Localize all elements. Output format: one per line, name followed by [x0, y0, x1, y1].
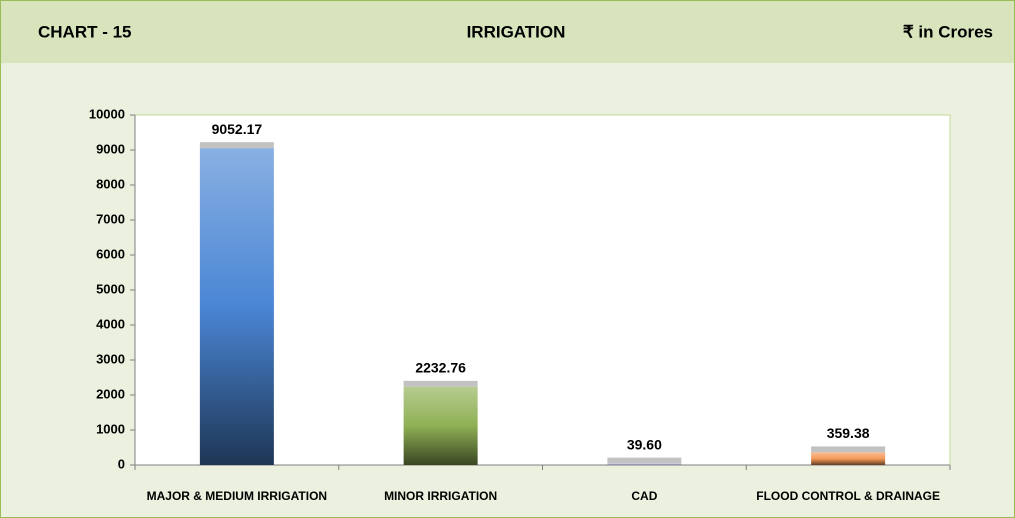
x-tick-label: CAD [631, 489, 657, 503]
y-tick-label: 1000 [96, 421, 125, 436]
x-tick-label: MINOR IRRIGATION [384, 489, 497, 503]
y-tick-label: 9000 [96, 141, 125, 156]
value-label: 359.38 [827, 425, 870, 441]
bar-shadow [607, 457, 682, 464]
bar-shadow [199, 142, 274, 149]
header-band [1, 1, 1014, 63]
chart-title: IRRIGATION [467, 22, 566, 41]
bar-shadow [403, 380, 478, 387]
x-tick-label: MAJOR & MEDIUM IRRIGATION [147, 489, 327, 503]
value-label: 39.60 [627, 436, 662, 452]
y-tick-label: 5000 [96, 281, 125, 296]
y-tick-label: 4000 [96, 316, 125, 331]
bar [199, 148, 274, 465]
y-tick-label: 8000 [96, 176, 125, 191]
y-tick-label: 7000 [96, 211, 125, 226]
y-tick-label: 10000 [89, 106, 125, 121]
chart-number: CHART - 15 [38, 22, 132, 41]
y-tick-label: 6000 [96, 246, 125, 261]
unit-label: ₹ in Crores [903, 22, 993, 41]
y-tick-label: 3000 [96, 351, 125, 366]
bar [403, 386, 478, 465]
value-label: 2232.76 [415, 360, 466, 376]
bar-shadow [811, 446, 886, 453]
bar [811, 452, 886, 465]
y-tick-label: 0 [118, 456, 125, 471]
value-label: 9052.17 [212, 121, 263, 137]
bar [607, 463, 682, 465]
x-tick-label: FLOOD CONTROL & DRAINAGE [756, 489, 940, 503]
y-tick-label: 2000 [96, 386, 125, 401]
